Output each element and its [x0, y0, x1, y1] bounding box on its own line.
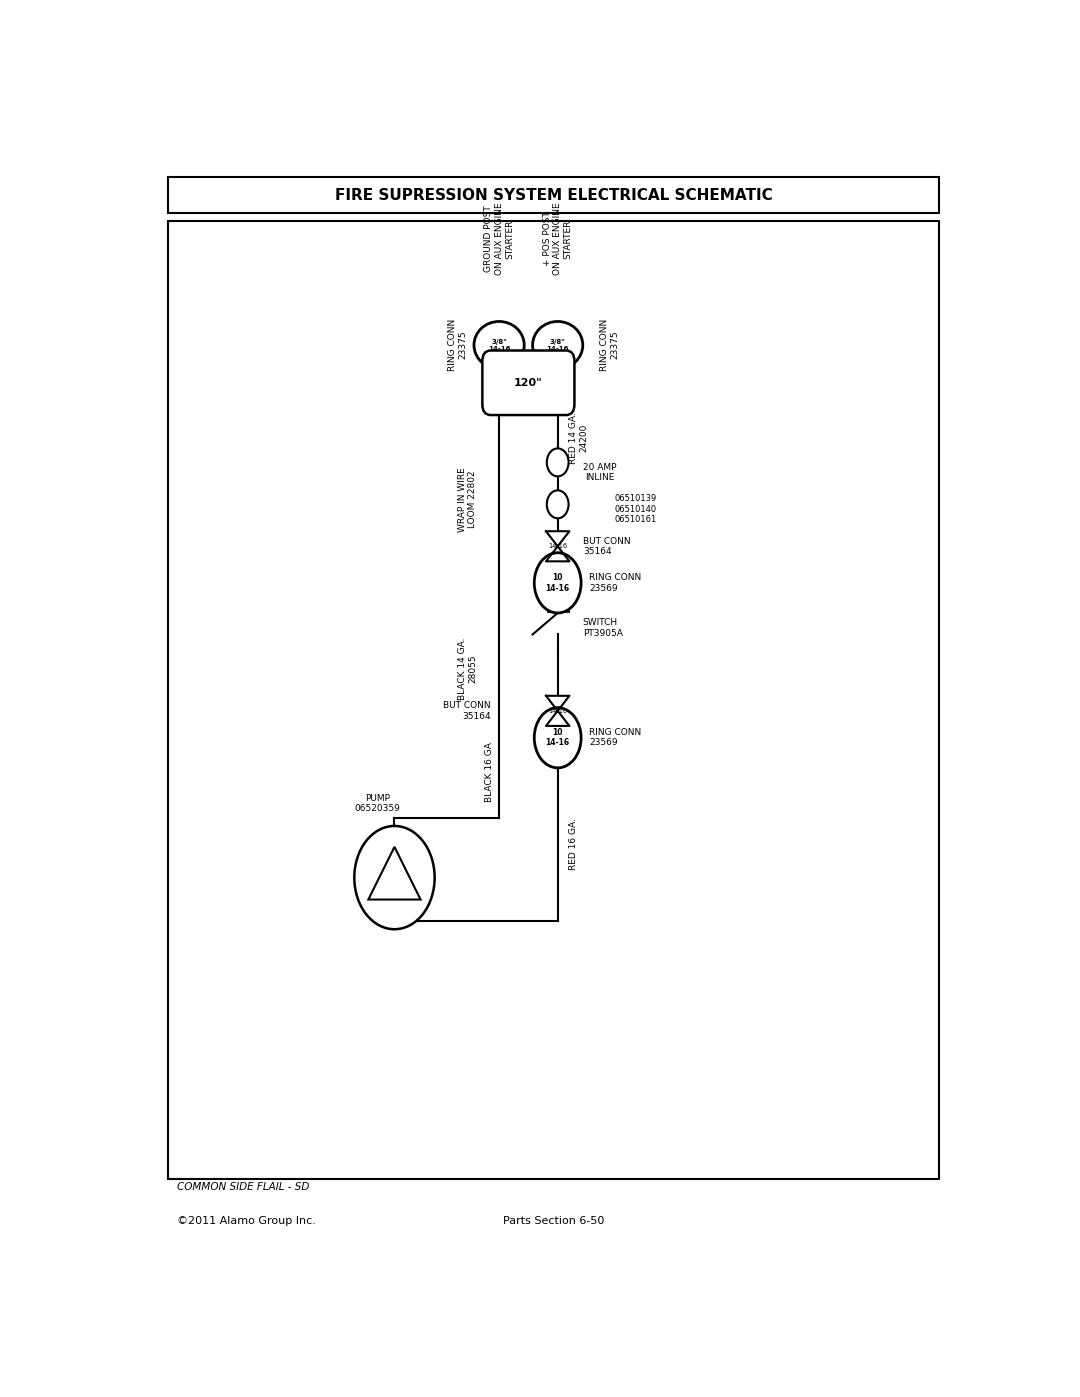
- Circle shape: [535, 553, 581, 613]
- Text: ©2011 Alamo Group Inc.: ©2011 Alamo Group Inc.: [177, 1217, 315, 1227]
- Text: WRAP IN WIRE
LOOM 22802: WRAP IN WIRE LOOM 22802: [458, 467, 477, 532]
- Text: 14-16: 14-16: [549, 708, 567, 714]
- Text: BUT CONN
35164: BUT CONN 35164: [583, 536, 631, 556]
- Text: 06510139
06510140
06510161: 06510139 06510140 06510161: [615, 495, 657, 524]
- Text: 14-16: 14-16: [549, 543, 567, 549]
- Ellipse shape: [474, 321, 524, 369]
- Text: PUMP
06520359: PUMP 06520359: [355, 793, 401, 813]
- Text: 3/8"
14-16: 3/8" 14-16: [488, 338, 510, 352]
- FancyBboxPatch shape: [168, 222, 939, 1179]
- Text: RING CONN
23569: RING CONN 23569: [590, 573, 642, 592]
- Text: 10
14-16: 10 14-16: [545, 573, 570, 592]
- Circle shape: [354, 826, 434, 929]
- Text: 120": 120": [514, 377, 543, 388]
- Circle shape: [535, 708, 581, 768]
- Text: 3/8"
14-16: 3/8" 14-16: [546, 338, 569, 352]
- Text: RING CONN
23569: RING CONN 23569: [590, 728, 642, 747]
- FancyBboxPatch shape: [483, 351, 575, 415]
- Text: 10
14-16: 10 14-16: [545, 728, 570, 747]
- Text: BUT CONN
35164: BUT CONN 35164: [443, 701, 490, 721]
- FancyBboxPatch shape: [168, 177, 939, 212]
- Text: + POS POST
ON AUX ENGINE
STARTER: + POS POST ON AUX ENGINE STARTER: [543, 203, 572, 275]
- Text: RING CONN
23375: RING CONN 23375: [599, 319, 619, 372]
- Text: SWITCH
PT3905A: SWITCH PT3905A: [583, 619, 623, 638]
- Text: BLACK 16 GA: BLACK 16 GA: [485, 742, 494, 802]
- Text: Parts Section 6-50: Parts Section 6-50: [503, 1217, 604, 1227]
- Text: FIRE SUPRESSION SYSTEM ELECTRICAL SCHEMATIC: FIRE SUPRESSION SYSTEM ELECTRICAL SCHEMA…: [335, 187, 772, 203]
- Polygon shape: [546, 696, 569, 726]
- Text: RED 14 GA.
24200: RED 14 GA. 24200: [569, 412, 589, 464]
- Circle shape: [546, 490, 568, 518]
- Circle shape: [546, 448, 568, 476]
- Text: GROUND POST
ON AUX ENGINE
STARTER: GROUND POST ON AUX ENGINE STARTER: [484, 203, 514, 275]
- Polygon shape: [546, 531, 569, 562]
- Text: RING CONN
23375: RING CONN 23375: [447, 319, 467, 372]
- Polygon shape: [368, 847, 420, 900]
- Text: 20 AMP
INLINE: 20 AMP INLINE: [583, 462, 617, 482]
- Text: BLACK 14 GA.
28055: BLACK 14 GA. 28055: [458, 637, 477, 700]
- Text: RED 16 GA.: RED 16 GA.: [569, 819, 579, 870]
- Ellipse shape: [532, 321, 583, 369]
- Text: COMMON SIDE FLAIL - SD: COMMON SIDE FLAIL - SD: [177, 1182, 309, 1192]
